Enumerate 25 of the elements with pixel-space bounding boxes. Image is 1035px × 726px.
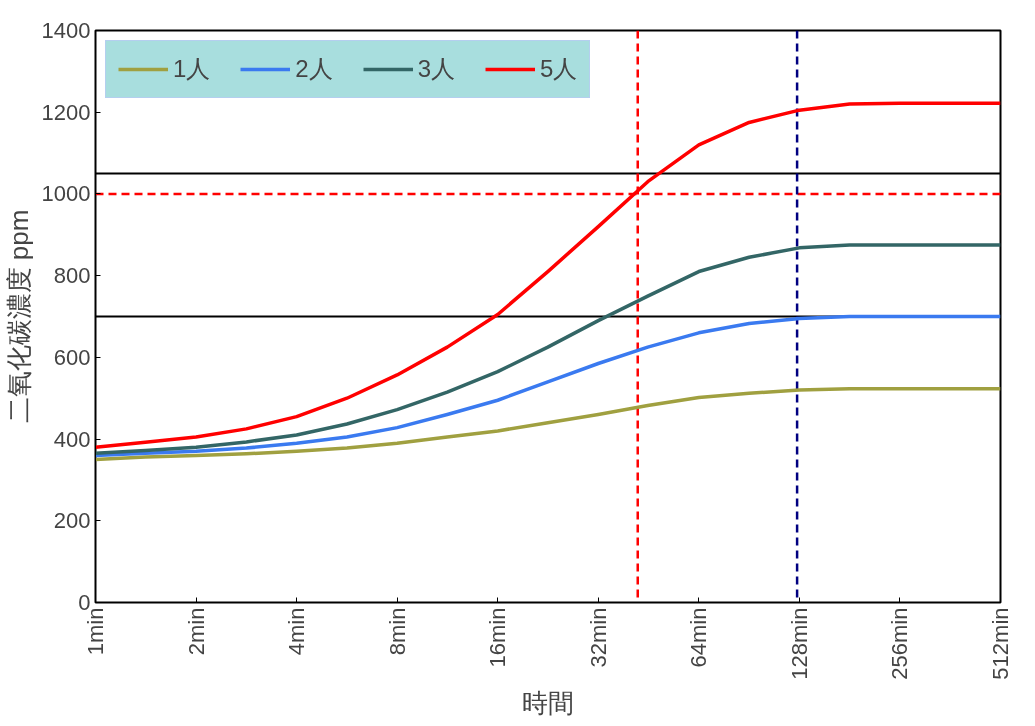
x-tick-label: 256min — [887, 607, 913, 680]
legend-label: 2人 — [295, 54, 333, 84]
x-tick-label: 64min — [686, 607, 712, 668]
x-tick-label: 512min — [988, 607, 1013, 680]
line-series — [95, 243, 1001, 456]
x-tick-label: 128min — [786, 607, 812, 680]
legend-label: 1人 — [173, 54, 211, 84]
x-tick-label: 32min — [585, 607, 611, 668]
y-tick-label: 800 — [53, 263, 91, 289]
y-tick-label: 600 — [53, 344, 91, 370]
y-tick-label: 1200 — [41, 99, 91, 125]
x-tick-label: 16min — [485, 607, 511, 668]
y-tick-label: 1000 — [41, 181, 91, 207]
x-tick-label: 8min — [384, 607, 410, 656]
y-tick-label: 1400 — [41, 18, 91, 43]
y-axis-title: 二氧化碳濃度 ppm — [3, 209, 34, 424]
legend-label: 5人 — [540, 54, 578, 84]
x-tick-label: 2min — [183, 607, 209, 656]
line-series — [95, 387, 1001, 462]
line-series — [95, 314, 1001, 458]
y-tick-label: 200 — [53, 508, 91, 534]
legend-label: 3人 — [417, 54, 456, 84]
x-tick-label: 4min — [284, 607, 310, 656]
x-axis-title: 時間 — [522, 687, 574, 718]
y-tick-label: 400 — [53, 426, 91, 452]
